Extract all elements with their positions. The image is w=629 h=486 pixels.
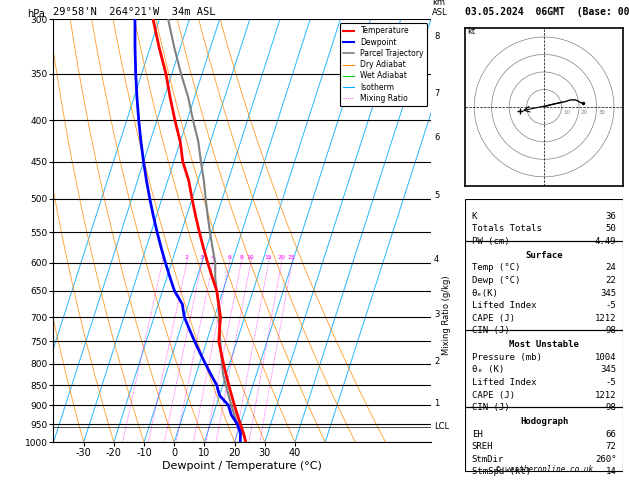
- Text: 24: 24: [606, 263, 616, 273]
- Text: 260°: 260°: [595, 455, 616, 464]
- Text: -5: -5: [606, 301, 616, 310]
- Text: 1212: 1212: [595, 391, 616, 399]
- Text: Lifted Index: Lifted Index: [472, 301, 537, 310]
- Text: 20: 20: [581, 110, 587, 115]
- Text: 10: 10: [247, 255, 255, 260]
- Text: SREH: SREH: [472, 442, 493, 451]
- Text: 7: 7: [434, 88, 440, 98]
- Text: 4: 4: [434, 256, 439, 264]
- Text: -5: -5: [606, 378, 616, 387]
- Text: 6: 6: [434, 133, 440, 142]
- Text: 29°58'N  264°21'W  34m ASL: 29°58'N 264°21'W 34m ASL: [53, 7, 216, 17]
- Text: 345: 345: [600, 365, 616, 375]
- Text: 1212: 1212: [595, 314, 616, 323]
- Text: 4.49: 4.49: [595, 237, 616, 246]
- Text: 2: 2: [434, 357, 439, 366]
- Text: Surface: Surface: [525, 251, 563, 260]
- Text: © weatheronline.co.uk: © weatheronline.co.uk: [496, 465, 593, 473]
- Text: Lifted Index: Lifted Index: [472, 378, 537, 387]
- Text: 25: 25: [288, 255, 296, 260]
- Text: hPa: hPa: [27, 9, 45, 19]
- Legend: Temperature, Dewpoint, Parcel Trajectory, Dry Adiabat, Wet Adiabat, Isotherm, Mi: Temperature, Dewpoint, Parcel Trajectory…: [340, 23, 427, 106]
- Text: 1: 1: [160, 255, 164, 260]
- Text: Totals Totals: Totals Totals: [472, 225, 542, 233]
- Text: Hodograph: Hodograph: [520, 417, 568, 426]
- Text: K: K: [472, 212, 477, 221]
- Text: 22: 22: [606, 276, 616, 285]
- Text: CIN (J): CIN (J): [472, 403, 509, 412]
- Text: Most Unstable: Most Unstable: [509, 340, 579, 349]
- Text: CAPE (J): CAPE (J): [472, 391, 515, 399]
- Text: km
ASL: km ASL: [432, 0, 448, 17]
- Text: 8: 8: [434, 32, 440, 41]
- Text: StmSpd (kt): StmSpd (kt): [472, 468, 531, 476]
- Text: Temp (°C): Temp (°C): [472, 263, 520, 273]
- Text: 15: 15: [265, 255, 272, 260]
- Text: 4: 4: [211, 255, 215, 260]
- Text: θₑ(K): θₑ(K): [472, 289, 499, 297]
- Text: 345: 345: [600, 289, 616, 297]
- Text: 2: 2: [185, 255, 189, 260]
- Text: EH: EH: [472, 430, 482, 439]
- Text: 36: 36: [606, 212, 616, 221]
- Text: 98: 98: [606, 327, 616, 335]
- Text: 72: 72: [606, 442, 616, 451]
- Text: 20: 20: [277, 255, 286, 260]
- Text: 3: 3: [200, 255, 204, 260]
- Text: 1004: 1004: [595, 353, 616, 362]
- Text: Pressure (mb): Pressure (mb): [472, 353, 542, 362]
- Text: 30: 30: [598, 110, 605, 115]
- Text: 14: 14: [606, 468, 616, 476]
- Text: θₑ (K): θₑ (K): [472, 365, 504, 375]
- Text: 10: 10: [564, 110, 571, 115]
- Text: Dewp (°C): Dewp (°C): [472, 276, 520, 285]
- Text: LCL: LCL: [434, 422, 449, 431]
- Text: kt: kt: [467, 27, 476, 35]
- Text: 1: 1: [434, 399, 439, 408]
- Text: StmDir: StmDir: [472, 455, 504, 464]
- Text: 8: 8: [239, 255, 243, 260]
- Text: 50: 50: [606, 225, 616, 233]
- Text: 98: 98: [606, 403, 616, 412]
- X-axis label: Dewpoint / Temperature (°C): Dewpoint / Temperature (°C): [162, 461, 322, 470]
- Text: 5: 5: [434, 191, 439, 200]
- Text: CAPE (J): CAPE (J): [472, 314, 515, 323]
- Text: 6: 6: [227, 255, 231, 260]
- Text: 66: 66: [606, 430, 616, 439]
- Text: 03.05.2024  06GMT  (Base: 00): 03.05.2024 06GMT (Base: 00): [465, 7, 629, 17]
- Text: Mixing Ratio (g/kg): Mixing Ratio (g/kg): [442, 276, 451, 355]
- Text: PW (cm): PW (cm): [472, 237, 509, 246]
- Text: 3: 3: [434, 310, 440, 319]
- Text: CIN (J): CIN (J): [472, 327, 509, 335]
